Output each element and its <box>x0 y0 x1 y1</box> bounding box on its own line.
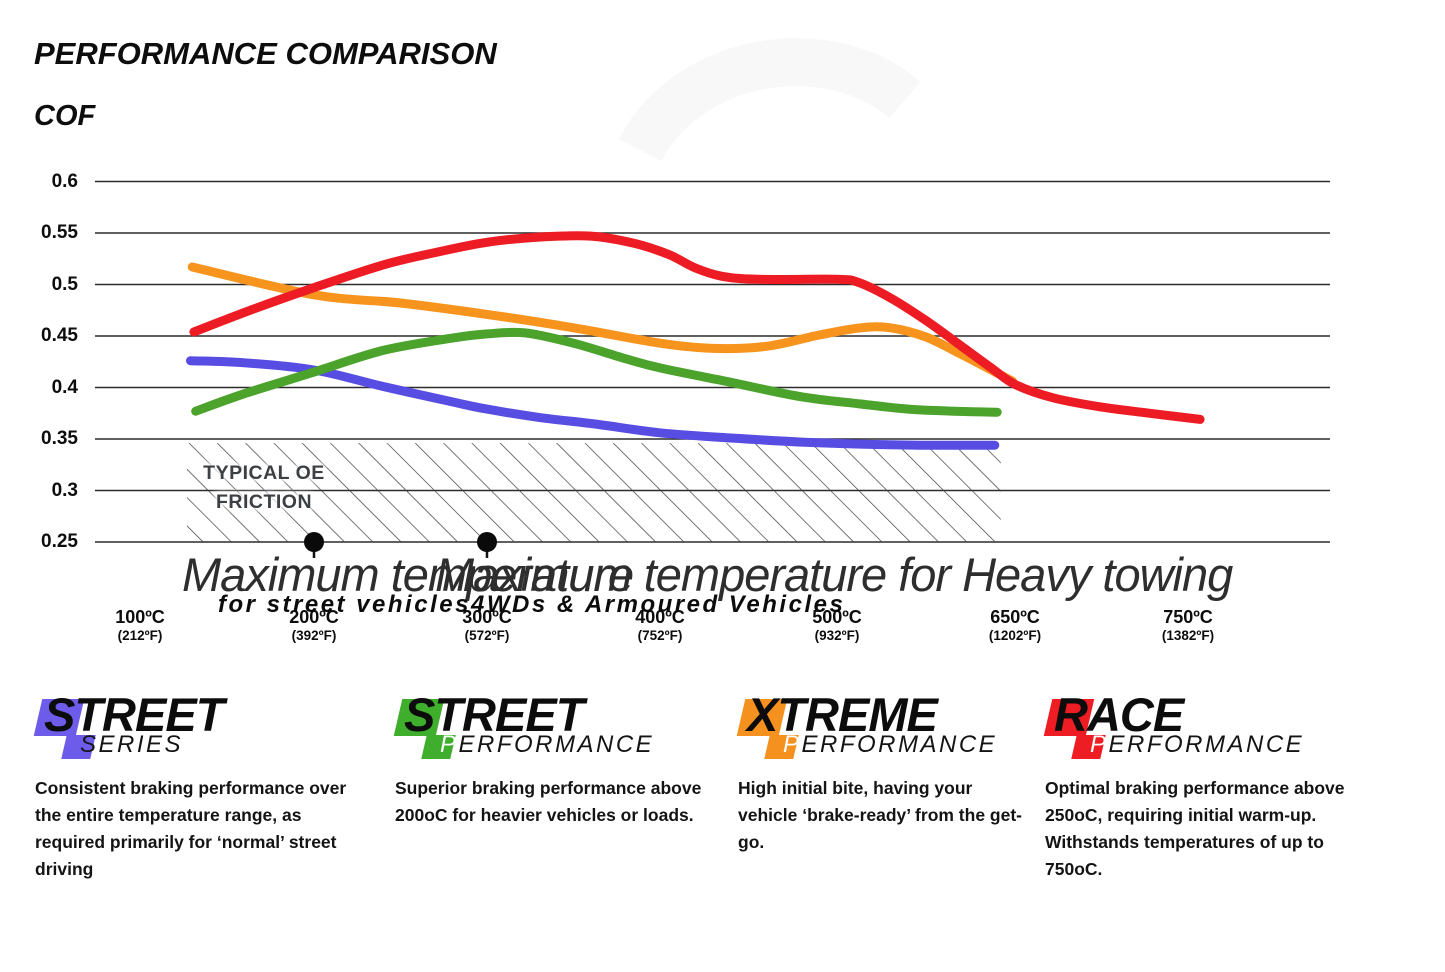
x-tick-celsius: 750ºC <box>1163 607 1213 627</box>
logo-word-secondary: PERFORMANCE <box>783 732 997 758</box>
logo-initial: P <box>440 731 459 758</box>
y-tick-label: 0.35 <box>41 428 78 449</box>
x-tick-label: 300ºC (572ºF) <box>417 607 557 644</box>
logo-initial: S <box>80 731 99 758</box>
street-performance-logo: STREET PERFORMANCE <box>393 691 730 764</box>
y-tick-label: 0.45 <box>41 325 78 346</box>
x-tick-celsius: 300ºC <box>462 607 512 627</box>
logo-initial: P <box>783 731 802 758</box>
logo-rest: ERFORMANCE <box>1108 731 1305 758</box>
oe-friction-hatch <box>187 443 1001 542</box>
y-axis-title: COF <box>34 100 96 132</box>
x-tick-fahrenheit: (932ºF) <box>814 628 860 643</box>
x-tick-celsius: 400ºC <box>635 607 685 627</box>
oe-friction-label-line1: TYPICAL OE <box>203 462 325 484</box>
x-tick-fahrenheit: (212ºF) <box>117 628 163 643</box>
y-tick-label: 0.5 <box>51 273 78 295</box>
watermark-swoosh <box>618 38 921 163</box>
x-tick-fahrenheit: (752ºF) <box>637 628 683 643</box>
street-series-logo: STREET SERIES <box>33 691 370 764</box>
series-curve-race-performance <box>189 231 1205 424</box>
legend-description: Consistent braking performance over the … <box>35 778 347 879</box>
x-tick-celsius: 650ºC <box>990 607 1040 627</box>
x-tick-fahrenheit: (392ºF) <box>291 628 337 643</box>
legend-xtreme-performance: XTREME PERFORMANCE High initial bite, ha… <box>736 691 1028 852</box>
x-tick-celsius: 200ºC <box>289 607 339 627</box>
series-curve-street-performance <box>191 327 1002 417</box>
x-tick-fahrenheit: (572ºF) <box>464 628 510 643</box>
xtreme-performance-logo: XTREME PERFORMANCE <box>736 691 1028 764</box>
legend-race-performance: RACE PERFORMANCE Optimal braking perform… <box>1043 691 1380 879</box>
oe-friction-label-line2: FRICTION <box>215 491 313 513</box>
annotation-line: Maximum temperature for Heavy towing <box>435 548 1233 601</box>
logo-rest: ERFORMANCE <box>458 731 655 758</box>
logo-rest: ERFORMANCE <box>801 731 998 758</box>
logo-word-secondary: PERFORMANCE <box>440 732 654 758</box>
logo-word-secondary: SERIES <box>80 732 183 758</box>
oe-friction-label: TYPICAL OE FRICTION <box>158 459 370 517</box>
legend-street-series: STREET SERIES Consistent braking perform… <box>33 691 370 879</box>
x-tick-label: 100ºC (212ºF) <box>70 607 210 644</box>
y-tick-label: 0.3 <box>51 479 78 501</box>
annotation-line: Maximum temperature <box>182 548 634 601</box>
series-curve-xtreme-performance <box>187 262 1018 386</box>
x-tick-label: 500ºC (932ºF) <box>767 607 907 644</box>
logo-rest: ERIES <box>98 731 184 758</box>
page-title: PERFORMANCE COMPARISON <box>34 36 497 71</box>
marker-dot <box>477 532 497 552</box>
legend-street-performance: STREET PERFORMANCE Superior braking perf… <box>393 691 730 825</box>
annotation-line-bold: 4WDs & Armoured Vehicles <box>471 591 846 618</box>
series-curves <box>186 231 1205 450</box>
legend-description: Optimal braking performance above 250oC,… <box>1045 778 1345 879</box>
race-performance-logo: RACE PERFORMANCE <box>1043 691 1380 764</box>
logo-initial: P <box>1090 731 1109 758</box>
annotation-line-bold: for street vehicles <box>218 591 471 618</box>
legend-description: Superior braking performance above 200oC… <box>395 778 702 825</box>
logo-word-primary: STREET <box>404 688 584 741</box>
x-tick-label: 400ºC (752ºF) <box>590 607 730 644</box>
y-tick-label: 0.6 <box>51 170 78 192</box>
x-tick-fahrenheit: (1382ºF) <box>1161 628 1215 643</box>
x-tick-fahrenheit: (1202ºF) <box>988 628 1042 643</box>
y-tick-label: 0.55 <box>41 222 78 243</box>
temperature-markers <box>304 532 497 558</box>
x-tick-celsius: 500ºC <box>812 607 862 627</box>
x-tick-label: 750ºC (1382ºF) <box>1118 607 1258 644</box>
y-tick-label: 0.4 <box>51 376 78 398</box>
x-tick-label: 200ºC (392ºF) <box>244 607 384 644</box>
oe-friction-zone <box>187 443 1001 542</box>
logo-word-secondary: PERFORMANCE <box>1090 732 1304 758</box>
x-tick-label: 650ºC (1202ºF) <box>945 607 1085 644</box>
marker-dot <box>304 532 324 552</box>
legend-description: High initial bite, having your vehicle ‘… <box>738 778 1022 852</box>
x-tick-celsius: 100ºC <box>115 607 165 627</box>
logo-word-primary: XTREME <box>747 688 938 741</box>
logo-word-primary: STREET <box>44 688 224 741</box>
y-tick-label: 0.25 <box>41 531 78 552</box>
logo-word-primary: RACE <box>1054 688 1184 741</box>
